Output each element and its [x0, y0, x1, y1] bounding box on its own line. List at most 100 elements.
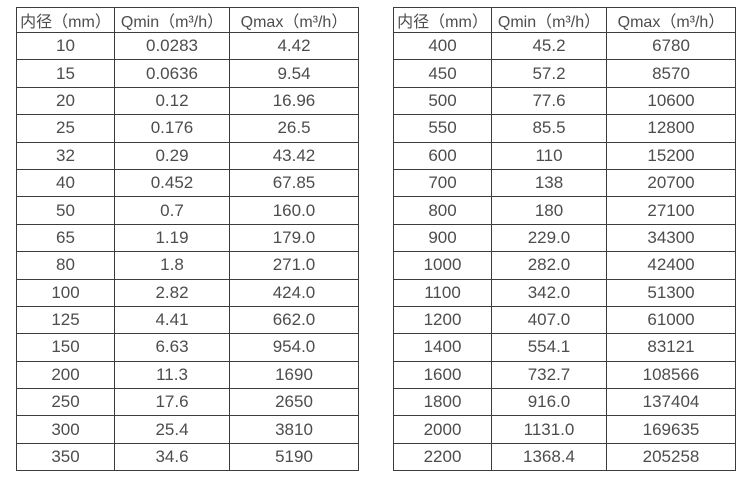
table-row: 1100 342.0 51300 — [393, 278, 736, 307]
table-cell: 17.6 — [114, 388, 230, 417]
table-row: 700 138 20700 — [393, 168, 736, 198]
table-cell: 169635 — [606, 415, 736, 444]
table-cell: 954.0 — [229, 333, 359, 362]
table-cell: 2.82 — [114, 278, 230, 307]
table-cell: 85.5 — [491, 114, 607, 143]
table-row: 500 77.6 10600 — [393, 86, 736, 116]
col-header-qmin: Qmin（m³/h） — [491, 7, 607, 33]
table-cell: 110 — [491, 141, 607, 170]
table-cell: 12800 — [606, 114, 736, 143]
table-cell: 25.4 — [114, 415, 230, 444]
table-cell: 5190 — [229, 442, 359, 472]
table-row: 25 0.176 26.5 — [16, 114, 359, 143]
table-row: 1600 732.7 108566 — [393, 360, 736, 390]
table-cell: 67.85 — [229, 168, 359, 198]
table-cell: 700 — [393, 168, 492, 198]
table-cell: 250 — [16, 388, 115, 417]
table-row: 2200 1368.4 205258 — [393, 442, 736, 472]
table-cell: 2200 — [393, 442, 492, 472]
table-row: 1800 916.0 137404 — [393, 388, 736, 417]
table-cell: 11.3 — [114, 360, 230, 390]
table-cell: 0.452 — [114, 168, 230, 198]
table-cell: 34300 — [606, 223, 736, 253]
table-cell: 0.0636 — [114, 59, 230, 88]
table-row: 1400 554.1 83121 — [393, 333, 736, 362]
table-cell: 20 — [16, 86, 115, 116]
table-row: 2000 1131.0 169635 — [393, 415, 736, 444]
table-row: 20 0.12 16.96 — [16, 86, 359, 116]
table-row: 550 85.5 12800 — [393, 114, 736, 143]
table-row: 350 34.6 5190 — [16, 442, 359, 472]
table-cell: 43.42 — [229, 141, 359, 170]
table-cell: 25 — [16, 114, 115, 143]
table-cell: 600 — [393, 141, 492, 170]
table-cell: 180 — [491, 196, 607, 225]
table-body-large-diameters: 400 45.2 6780 450 57.2 8570 500 77.6 10600 550 85.… — [393, 31, 736, 472]
table-cell: 2650 — [229, 388, 359, 417]
table-cell: 40 — [16, 168, 115, 198]
table-cell: 57.2 — [491, 59, 607, 88]
table-cell: 550 — [393, 114, 492, 143]
table-cell: 32 — [16, 141, 115, 170]
table-cell: 450 — [393, 59, 492, 88]
table-cell: 900 — [393, 223, 492, 253]
table-cell: 138 — [491, 168, 607, 198]
table-row: 250 17.6 2650 — [16, 388, 359, 417]
table-cell: 20700 — [606, 168, 736, 198]
table-cell: 1368.4 — [491, 442, 607, 472]
flow-table-large-diameters: 内径（mm） Qmin（m³/h） Qmax（m³/h） 400 45.2 6780… — [393, 7, 736, 472]
flow-rate-tables-container: 内径（mm） Qmin（m³/h） Qmax（m³/h） 10 0.0283 4.4… — [16, 7, 736, 472]
table-row: 900 229.0 34300 — [393, 223, 736, 253]
table-cell: 42400 — [606, 251, 736, 280]
table-cell: 282.0 — [491, 251, 607, 280]
table-cell: 26.5 — [229, 114, 359, 143]
table-cell: 2000 — [393, 415, 492, 444]
table-cell: 0.29 — [114, 141, 230, 170]
col-header-qmax: Qmax（m³/h） — [606, 7, 736, 33]
table-row: 150 6.63 954.0 — [16, 333, 359, 362]
table-cell: 45.2 — [491, 31, 607, 61]
table-cell: 65 — [16, 223, 115, 253]
table-row: 50 0.7 160.0 — [16, 196, 359, 225]
table-row: 1000 282.0 42400 — [393, 251, 736, 280]
table-cell: 1690 — [229, 360, 359, 390]
table-cell: 10 — [16, 31, 115, 61]
table-body-small-diameters: 10 0.0283 4.42 15 0.0636 9.54 20 0.12 16.96 25 0.1… — [16, 31, 359, 472]
table-row: 200 11.3 1690 — [16, 360, 359, 390]
table-cell: 1400 — [393, 333, 492, 362]
table-cell: 179.0 — [229, 223, 359, 253]
table-cell: 0.176 — [114, 114, 230, 143]
table-row: 450 57.2 8570 — [393, 59, 736, 88]
table-cell: 34.6 — [114, 442, 230, 472]
table-cell: 150 — [16, 333, 115, 362]
table-cell: 350 — [16, 442, 115, 472]
table-cell: 61000 — [606, 305, 736, 335]
table-cell: 10600 — [606, 86, 736, 116]
table-cell: 424.0 — [229, 278, 359, 307]
table-row: 32 0.29 43.42 — [16, 141, 359, 170]
table-cell: 205258 — [606, 442, 736, 472]
col-header-inner-diameter: 内径（mm） — [393, 7, 492, 33]
table-row: 125 4.41 662.0 — [16, 305, 359, 335]
table-cell: 916.0 — [491, 388, 607, 417]
table-cell: 125 — [16, 305, 115, 335]
table-row: 800 180 27100 — [393, 196, 736, 225]
table-row: 300 25.4 3810 — [16, 415, 359, 444]
table-row: 15 0.0636 9.54 — [16, 59, 359, 88]
table-cell: 407.0 — [491, 305, 607, 335]
flow-table-small-diameters: 内径（mm） Qmin（m³/h） Qmax（m³/h） 10 0.0283 4.4… — [16, 7, 359, 472]
table-cell: 1600 — [393, 360, 492, 390]
table-cell: 100 — [16, 278, 115, 307]
table-cell: 0.7 — [114, 196, 230, 225]
table-cell: 342.0 — [491, 278, 607, 307]
table-cell: 51300 — [606, 278, 736, 307]
table-row: 80 1.8 271.0 — [16, 251, 359, 280]
table-cell: 0.12 — [114, 86, 230, 116]
table-cell: 662.0 — [229, 305, 359, 335]
table-cell: 6780 — [606, 31, 736, 61]
table-cell: 9.54 — [229, 59, 359, 88]
table-header-row: 内径（mm） Qmin（m³/h） Qmax（m³/h） — [393, 7, 736, 33]
table-cell: 1100 — [393, 278, 492, 307]
table-row: 40 0.452 67.85 — [16, 168, 359, 198]
table-row: 65 1.19 179.0 — [16, 223, 359, 253]
